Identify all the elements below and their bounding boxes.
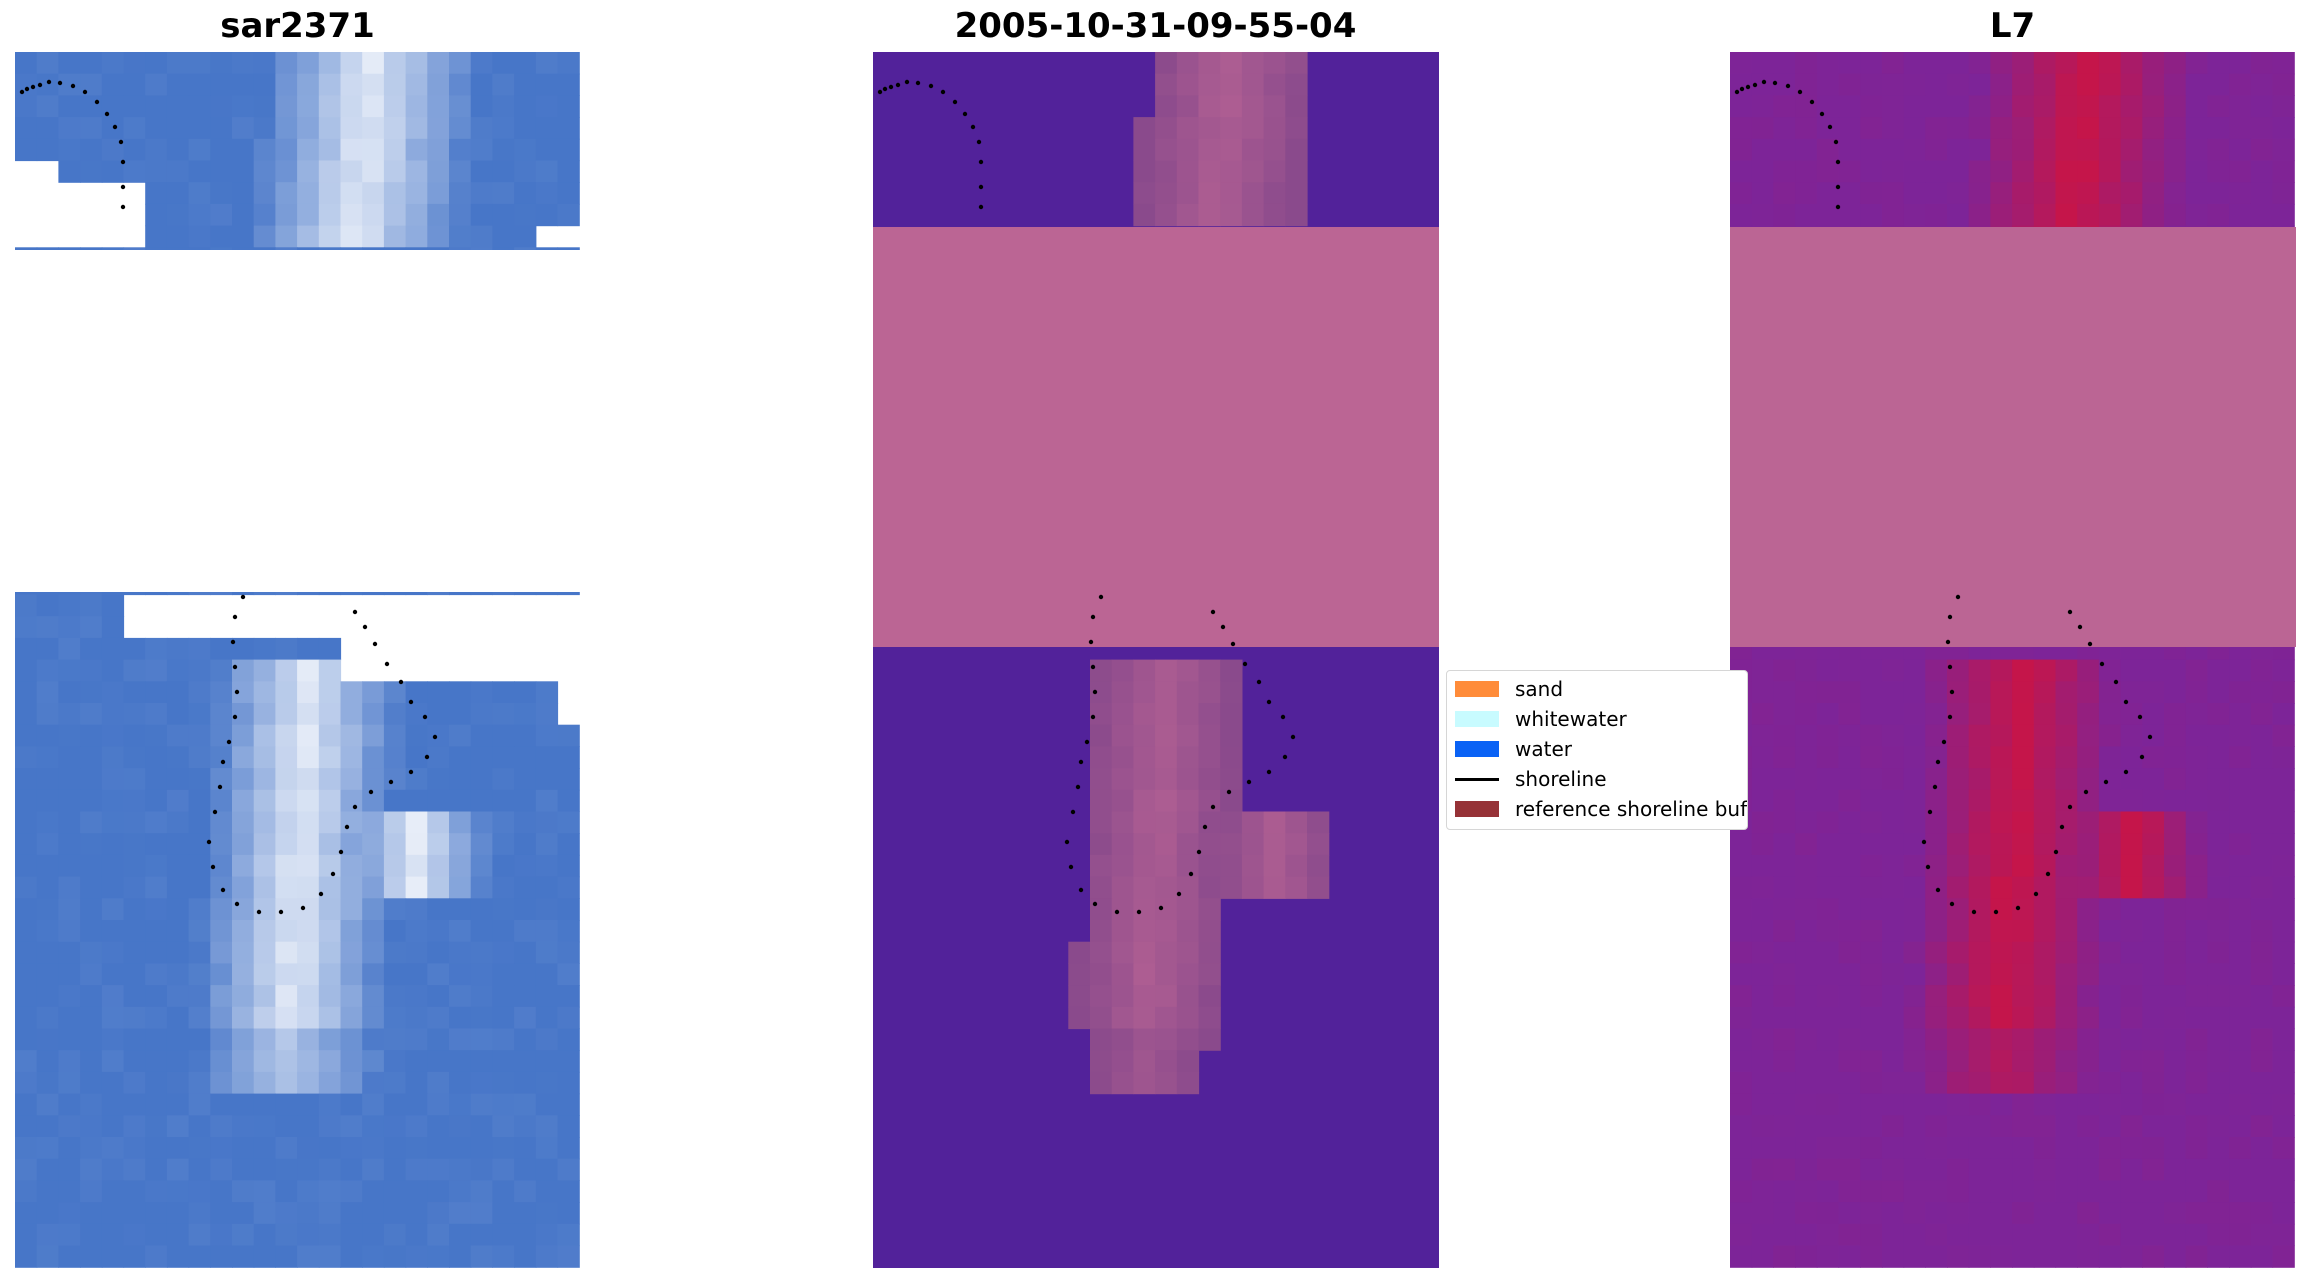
panel-title-index: L7: [1989, 6, 2036, 46]
shoreline-dots: [19, 79, 438, 915]
legend-item-sand: sand: [1455, 674, 1563, 704]
legend-item-whitewater: whitewater: [1455, 704, 1627, 734]
legend-label: reference shoreline buffer: [1515, 797, 1747, 821]
legend-item-reference-buffer: reference shoreline buffer: [1455, 794, 1747, 824]
rgb-pixel-grid: [15, 52, 580, 1268]
legend-item-water: water: [1455, 734, 1572, 764]
nodata-band: [873, 227, 1439, 647]
panel-title-classification: 2005-10-31-09-55-04: [954, 6, 1357, 46]
panel-title-rgb: sar2371: [220, 6, 375, 46]
index-image-panel: [1730, 52, 2296, 1268]
nodata-gap-rgb: [15, 250, 581, 592]
shoreline-dots: [877, 79, 1296, 915]
nodata-band-index: [1730, 227, 2296, 647]
legend-label: whitewater: [1515, 707, 1627, 731]
water-swatch: [1455, 741, 1499, 757]
legend-label: water: [1515, 737, 1572, 761]
rgb-image-panel: [15, 52, 581, 1268]
shoreline-dots: [1734, 79, 2153, 915]
whitewater-swatch: [1455, 711, 1499, 727]
buffer-swatch: [1455, 801, 1499, 817]
shoreline-line-swatch: [1455, 777, 1499, 781]
legend-label: sand: [1515, 677, 1564, 701]
legend-item-shoreline: shoreline: [1455, 764, 1607, 794]
buffer-pixel-grid: [1068, 52, 1330, 1095]
legend-label: shoreline: [1515, 767, 1607, 791]
classification-panel: [873, 52, 1439, 1268]
sand-swatch: [1455, 681, 1499, 697]
legend: sand whitewater water shoreline referenc…: [1446, 670, 1748, 830]
